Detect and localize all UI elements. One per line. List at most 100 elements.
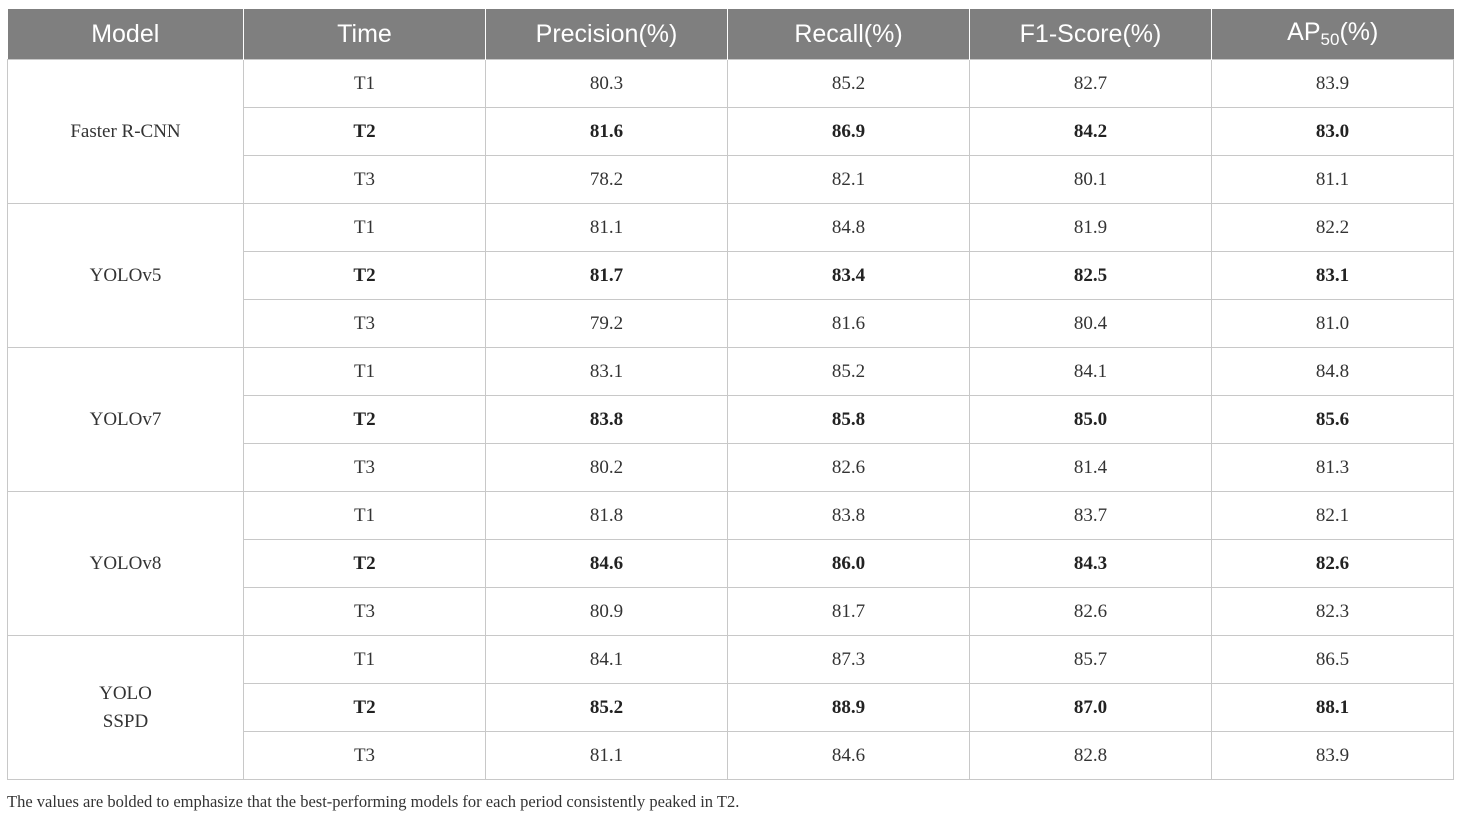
time-cell: T1 xyxy=(243,635,486,684)
model-name-cell: YOLOv7 xyxy=(7,347,244,492)
model-name-line2: SSPD xyxy=(102,710,149,732)
f1-score-cell: 81.9 xyxy=(969,203,1212,252)
table-footnote: The values are bolded to emphasize that … xyxy=(7,792,740,811)
recall-cell: 85.2 xyxy=(727,347,970,396)
table-body: Faster R-CNN T1 80.3 85.2 82.7 83.9 T2 81.6 86.9… xyxy=(7,59,1454,780)
f1-score-cell: 80.4 xyxy=(969,299,1212,348)
ap50-cell: 83.0 xyxy=(1211,107,1454,156)
precision-cell: 79.2 xyxy=(485,299,728,348)
header-recall: Recall(%) xyxy=(727,9,970,60)
model-name-cell: YOLO SSPD xyxy=(7,635,244,780)
ap50-cell: 81.1 xyxy=(1211,155,1454,204)
f1-score-cell: 84.3 xyxy=(969,539,1212,588)
f1-score-cell: 83.7 xyxy=(969,491,1212,540)
model-name: YOLO xyxy=(99,682,152,704)
recall-cell: 85.8 xyxy=(727,395,970,444)
precision-cell: 80.3 xyxy=(485,59,728,108)
ap50-cell: 82.1 xyxy=(1211,491,1454,540)
time-cell: T2 xyxy=(243,539,486,588)
f1-score-cell: 80.1 xyxy=(969,155,1212,204)
f1-score-cell: 82.8 xyxy=(969,731,1212,780)
model-name-cell: YOLOv8 xyxy=(7,491,244,636)
precision-cell: 85.2 xyxy=(485,683,728,732)
table-row: YOLOv5 T1 81.1 84.8 81.9 82.2 xyxy=(7,203,1454,348)
table-row: YOLOv8 T1 81.8 83.8 83.7 82.1 xyxy=(7,491,1454,636)
recall-cell: 81.7 xyxy=(727,587,970,636)
f1-score-cell: 82.6 xyxy=(969,587,1212,636)
ap50-cell: 88.1 xyxy=(1211,683,1454,732)
f1-score-cell: 84.1 xyxy=(969,347,1212,396)
f1-score-cell: 82.5 xyxy=(969,251,1212,300)
f1-score-cell: 85.0 xyxy=(969,395,1212,444)
time-cell: T2 xyxy=(243,251,486,300)
table-row: T2 83.8 85.8 85.0 85.6 xyxy=(8,395,1454,444)
recall-cell: 82.1 xyxy=(727,155,970,204)
f1-score-cell: 84.2 xyxy=(969,107,1212,156)
precision-cell: 80.2 xyxy=(485,443,728,492)
table-row: T3 81.1 84.6 82.8 83.9 xyxy=(8,731,1454,780)
time-cell: T2 xyxy=(243,107,486,156)
time-cell: T3 xyxy=(243,299,486,348)
table-row: T2 85.2 88.9 87.0 88.1 xyxy=(8,683,1454,732)
precision-cell: 81.1 xyxy=(485,731,728,780)
model-name-cell: YOLOv5 xyxy=(7,203,244,348)
table-row: T3 78.2 82.1 80.1 81.1 xyxy=(8,155,1454,204)
ap50-cell: 86.5 xyxy=(1211,635,1454,684)
recall-cell: 86.0 xyxy=(727,539,970,588)
ap50-cell: 82.3 xyxy=(1211,587,1454,636)
precision-cell: 81.8 xyxy=(485,491,728,540)
model-name: YOLOv5 xyxy=(89,264,162,286)
time-cell: T1 xyxy=(243,347,486,396)
ap50-cell: 82.6 xyxy=(1211,539,1454,588)
table-row: T2 81.7 83.4 82.5 83.1 xyxy=(8,251,1454,300)
ap50-cell: 83.1 xyxy=(1211,251,1454,300)
model-name: YOLOv8 xyxy=(89,552,162,574)
header-ap50-main: AP xyxy=(1287,18,1321,46)
table-row: Faster R-CNN T1 80.3 85.2 82.7 83.9 xyxy=(7,59,1454,204)
time-cell: T3 xyxy=(243,443,486,492)
header-row: Model Time Precision(%) Recall(%) F1-Sco… xyxy=(7,9,1454,60)
time-cell: T3 xyxy=(243,587,486,636)
recall-cell: 86.9 xyxy=(727,107,970,156)
precision-cell: 83.8 xyxy=(485,395,728,444)
recall-cell: 82.6 xyxy=(727,443,970,492)
recall-cell: 84.8 xyxy=(727,203,970,252)
table-row: YOLOv7 T1 83.1 85.2 84.1 84.8 xyxy=(7,347,1454,492)
precision-cell: 80.9 xyxy=(485,587,728,636)
recall-cell: 85.2 xyxy=(727,59,970,108)
header-ap50-subscript: 50 xyxy=(1320,30,1340,49)
time-cell: T2 xyxy=(243,683,486,732)
f1-score-cell: 87.0 xyxy=(969,683,1212,732)
table-row: T3 79.2 81.6 80.4 81.0 xyxy=(8,299,1454,348)
recall-cell: 83.4 xyxy=(727,251,970,300)
ap50-cell: 85.6 xyxy=(1211,395,1454,444)
time-cell: T3 xyxy=(243,155,486,204)
ap50-cell: 82.2 xyxy=(1211,203,1454,252)
precision-cell: 83.1 xyxy=(485,347,728,396)
recall-cell: 88.9 xyxy=(727,683,970,732)
table-row: YOLO SSPD T1 84.1 87.3 85.7 86.5 xyxy=(7,635,1454,780)
ap50-cell: 81.0 xyxy=(1211,299,1454,348)
recall-cell: 83.8 xyxy=(727,491,970,540)
time-cell: T2 xyxy=(243,395,486,444)
table-row: T2 81.6 86.9 84.2 83.0 xyxy=(8,107,1454,156)
header-ap50-unit: (%) xyxy=(1339,18,1379,46)
ap50-cell: 83.9 xyxy=(1211,731,1454,780)
precision-cell: 81.6 xyxy=(485,107,728,156)
f1-score-cell: 82.7 xyxy=(969,59,1212,108)
table-row: T3 80.2 82.6 81.4 81.3 xyxy=(8,443,1454,492)
model-name: YOLOv7 xyxy=(89,408,162,430)
time-cell: T1 xyxy=(243,59,486,108)
ap50-cell: 84.8 xyxy=(1211,347,1454,396)
time-cell: T3 xyxy=(243,731,486,780)
precision-cell: 78.2 xyxy=(485,155,728,204)
precision-cell: 84.6 xyxy=(485,539,728,588)
recall-cell: 81.6 xyxy=(727,299,970,348)
header-model: Model xyxy=(7,9,244,60)
recall-cell: 84.6 xyxy=(727,731,970,780)
header-ap50: AP50(%) xyxy=(1211,9,1454,60)
precision-cell: 84.1 xyxy=(485,635,728,684)
f1-score-cell: 85.7 xyxy=(969,635,1212,684)
recall-cell: 87.3 xyxy=(727,635,970,684)
model-name: Faster R-CNN xyxy=(70,120,181,142)
